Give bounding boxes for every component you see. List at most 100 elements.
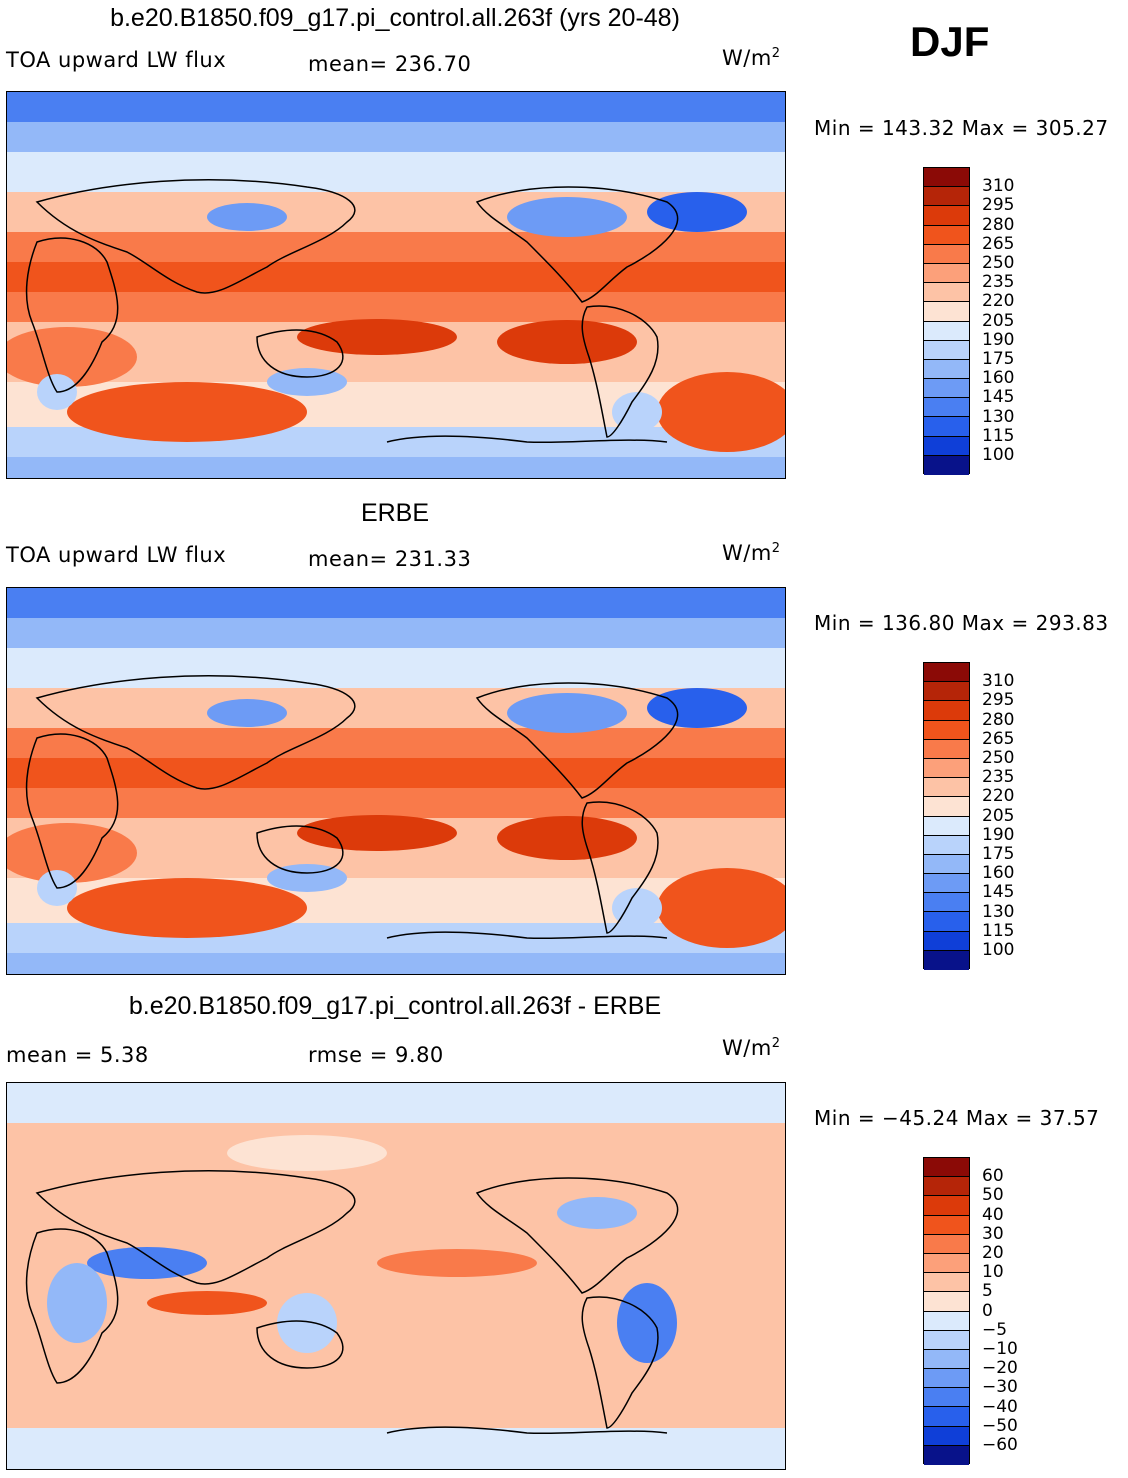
colorbar-tick-label: 205	[982, 805, 1015, 826]
colorbar-swatch	[924, 1273, 969, 1293]
panel-3-colorbar	[923, 1157, 970, 1465]
colorbar-tick-label: 310	[982, 671, 1015, 692]
panel-1-min-max: Min = 143.32 Max = 305.27	[814, 116, 1109, 140]
panel-2-colorbar	[923, 662, 970, 970]
colorbar-tick-label: 265	[982, 728, 1015, 749]
colorbar-swatch	[924, 1311, 969, 1331]
colorbar-swatch	[924, 682, 969, 702]
panel-2-variable-label: TOA upward LW flux	[6, 543, 227, 567]
colorbar-swatch	[924, 283, 969, 303]
panel-2-mean: mean= 231.33	[308, 547, 472, 571]
colorbar-tick-label: −20	[982, 1358, 1018, 1379]
colorbar-swatch	[924, 1196, 969, 1216]
colorbar-tick-label: 50	[982, 1185, 1004, 1206]
colorbar-tick-label: −5	[982, 1319, 1008, 1340]
colorbar-tick-label: 100	[982, 940, 1015, 960]
colorbar-tick-label: 0	[982, 1300, 993, 1321]
colorbar-swatch	[924, 379, 969, 399]
colorbar-tick-label: −60	[982, 1435, 1018, 1455]
colorbar-swatch	[924, 1445, 969, 1465]
colorbar-tick-label: 130	[982, 901, 1015, 922]
panel-2-map	[6, 587, 786, 975]
colorbar-swatch	[924, 1292, 969, 1312]
colorbar-swatch	[924, 739, 969, 759]
colorbar-swatch	[924, 1426, 969, 1446]
colorbar-tick-label: 115	[982, 920, 1015, 941]
colorbar-tick-label: 280	[982, 214, 1015, 235]
colorbar-tick-label: 160	[982, 368, 1015, 389]
colorbar-swatch	[924, 168, 969, 188]
colorbar-swatch	[924, 321, 969, 341]
colorbar-swatch	[924, 225, 969, 245]
colorbar-swatch	[924, 302, 969, 322]
colorbar-tick-label: 235	[982, 272, 1015, 293]
colorbar-tick-label: 130	[982, 406, 1015, 427]
colorbar-swatch	[924, 1407, 969, 1427]
colorbar-tick-label: 160	[982, 863, 1015, 884]
colorbar-tick-label: 205	[982, 310, 1015, 331]
colorbar-tick-label: 30	[982, 1223, 1004, 1244]
colorbar-swatch	[924, 187, 969, 207]
panel-1-colorbar	[923, 167, 970, 475]
panel-2-units: W/m2	[722, 541, 781, 565]
colorbar-tick-label: 295	[982, 690, 1015, 711]
panel-3-min-max: Min = −45.24 Max = 37.57	[814, 1106, 1100, 1130]
colorbar-tick-label: 265	[982, 233, 1015, 254]
panel-3-units: W/m2	[722, 1036, 781, 1060]
colorbar-tick-label: 10	[982, 1262, 1004, 1283]
colorbar-tick-label: 220	[982, 291, 1015, 312]
colorbar-swatch	[924, 835, 969, 855]
colorbar-tick-label: 20	[982, 1243, 1004, 1263]
colorbar-swatch	[924, 206, 969, 226]
colorbar-swatch	[924, 816, 969, 836]
colorbar-tick-label: 5	[982, 1281, 993, 1302]
colorbar-swatch	[924, 893, 969, 913]
colorbar-tick-label: 310	[982, 176, 1015, 197]
colorbar-swatch	[924, 1369, 969, 1389]
panel-3-mean: mean = 5.38	[6, 1043, 149, 1067]
colorbar-swatch	[924, 931, 969, 951]
season-label: DJF	[910, 18, 990, 65]
colorbar-tick-label: 175	[982, 349, 1015, 369]
colorbar-swatch	[924, 398, 969, 418]
colorbar-tick-label: 145	[982, 387, 1015, 408]
colorbar-swatch	[924, 758, 969, 779]
panel-1-mean: mean= 236.70	[308, 52, 472, 76]
colorbar-swatch	[924, 1215, 969, 1235]
colorbar-swatch	[924, 854, 969, 875]
colorbar-tick-label: 60	[982, 1166, 1004, 1187]
colorbar-swatch	[924, 1158, 969, 1178]
colorbar-tick-label: 115	[982, 425, 1015, 446]
colorbar-tick-label: 100	[982, 445, 1015, 465]
colorbar-swatch	[924, 455, 969, 475]
colorbar-tick-label: 175	[982, 844, 1015, 864]
colorbar-tick-label: 250	[982, 748, 1015, 768]
colorbar-swatch	[924, 701, 969, 721]
colorbar-tick-label: 220	[982, 786, 1015, 807]
panel-1-variable-label: TOA upward LW flux	[6, 48, 227, 72]
colorbar-tick-label: 250	[982, 253, 1015, 273]
colorbar-swatch	[924, 1388, 969, 1408]
colorbar-swatch	[924, 1330, 969, 1350]
colorbar-tick-label: 40	[982, 1204, 1004, 1225]
panel-3-title: b.e20.B1850.f09_g17.pi_control.all.263f …	[128, 992, 662, 1020]
colorbar-tick-label: 145	[982, 882, 1015, 903]
colorbar-tick-label: −10	[982, 1339, 1018, 1359]
colorbar-tick-label: 190	[982, 824, 1015, 845]
colorbar-tick-label: 295	[982, 195, 1015, 216]
colorbar-swatch	[924, 797, 969, 817]
colorbar-tick-label: −50	[982, 1415, 1018, 1436]
colorbar-swatch	[924, 912, 969, 932]
colorbar-tick-label: −30	[982, 1377, 1018, 1398]
colorbar-swatch	[924, 340, 969, 360]
colorbar-swatch	[924, 874, 969, 894]
panel-2-min-max: Min = 136.80 Max = 293.83	[814, 611, 1109, 635]
colorbar-tick-label: 190	[982, 329, 1015, 350]
colorbar-swatch	[924, 417, 969, 437]
colorbar-swatch	[924, 359, 969, 380]
colorbar-tick-label: 280	[982, 709, 1015, 730]
colorbar-tick-label: −40	[982, 1396, 1018, 1417]
colorbar-swatch	[924, 1349, 969, 1370]
panel-3-map	[6, 1082, 786, 1470]
panel-1-title: b.e20.B1850.f09_g17.pi_control.all.263f …	[110, 4, 680, 32]
